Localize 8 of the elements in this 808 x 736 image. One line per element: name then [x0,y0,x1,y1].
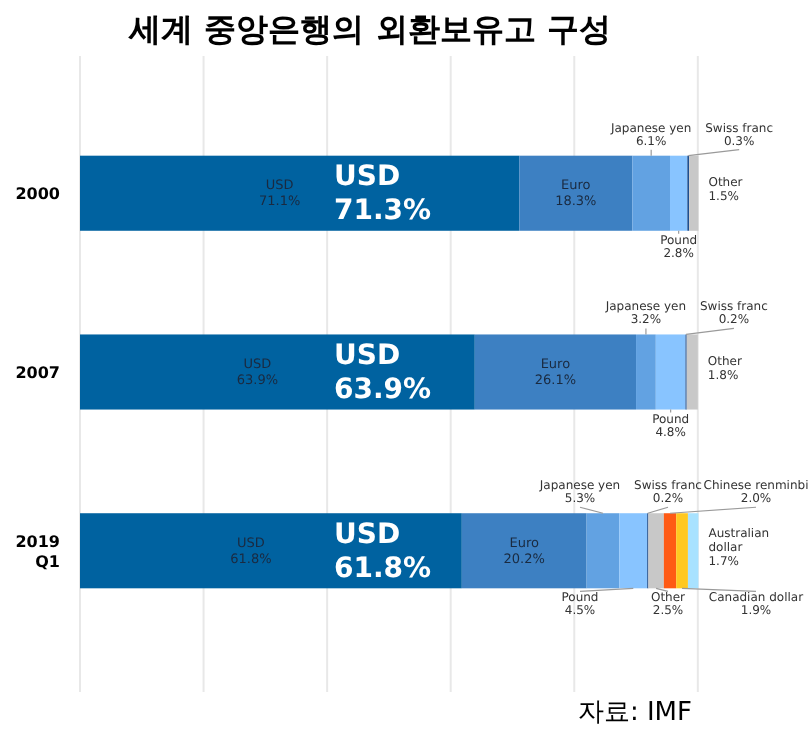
y-tick-label: 2000 [15,185,61,204]
chart-title: 세계 중앙은행의 외환보유고 구성 [127,10,611,48]
annotation: USD 61.8% [334,518,432,585]
y-tick-label: 2019 Q1 [15,532,61,571]
y-tick-label: 2007 [15,364,60,382]
annotation: USD 63.9% [334,340,432,406]
annotation: USD 71.3% [334,161,432,228]
text: 자료: IMF [577,698,692,728]
